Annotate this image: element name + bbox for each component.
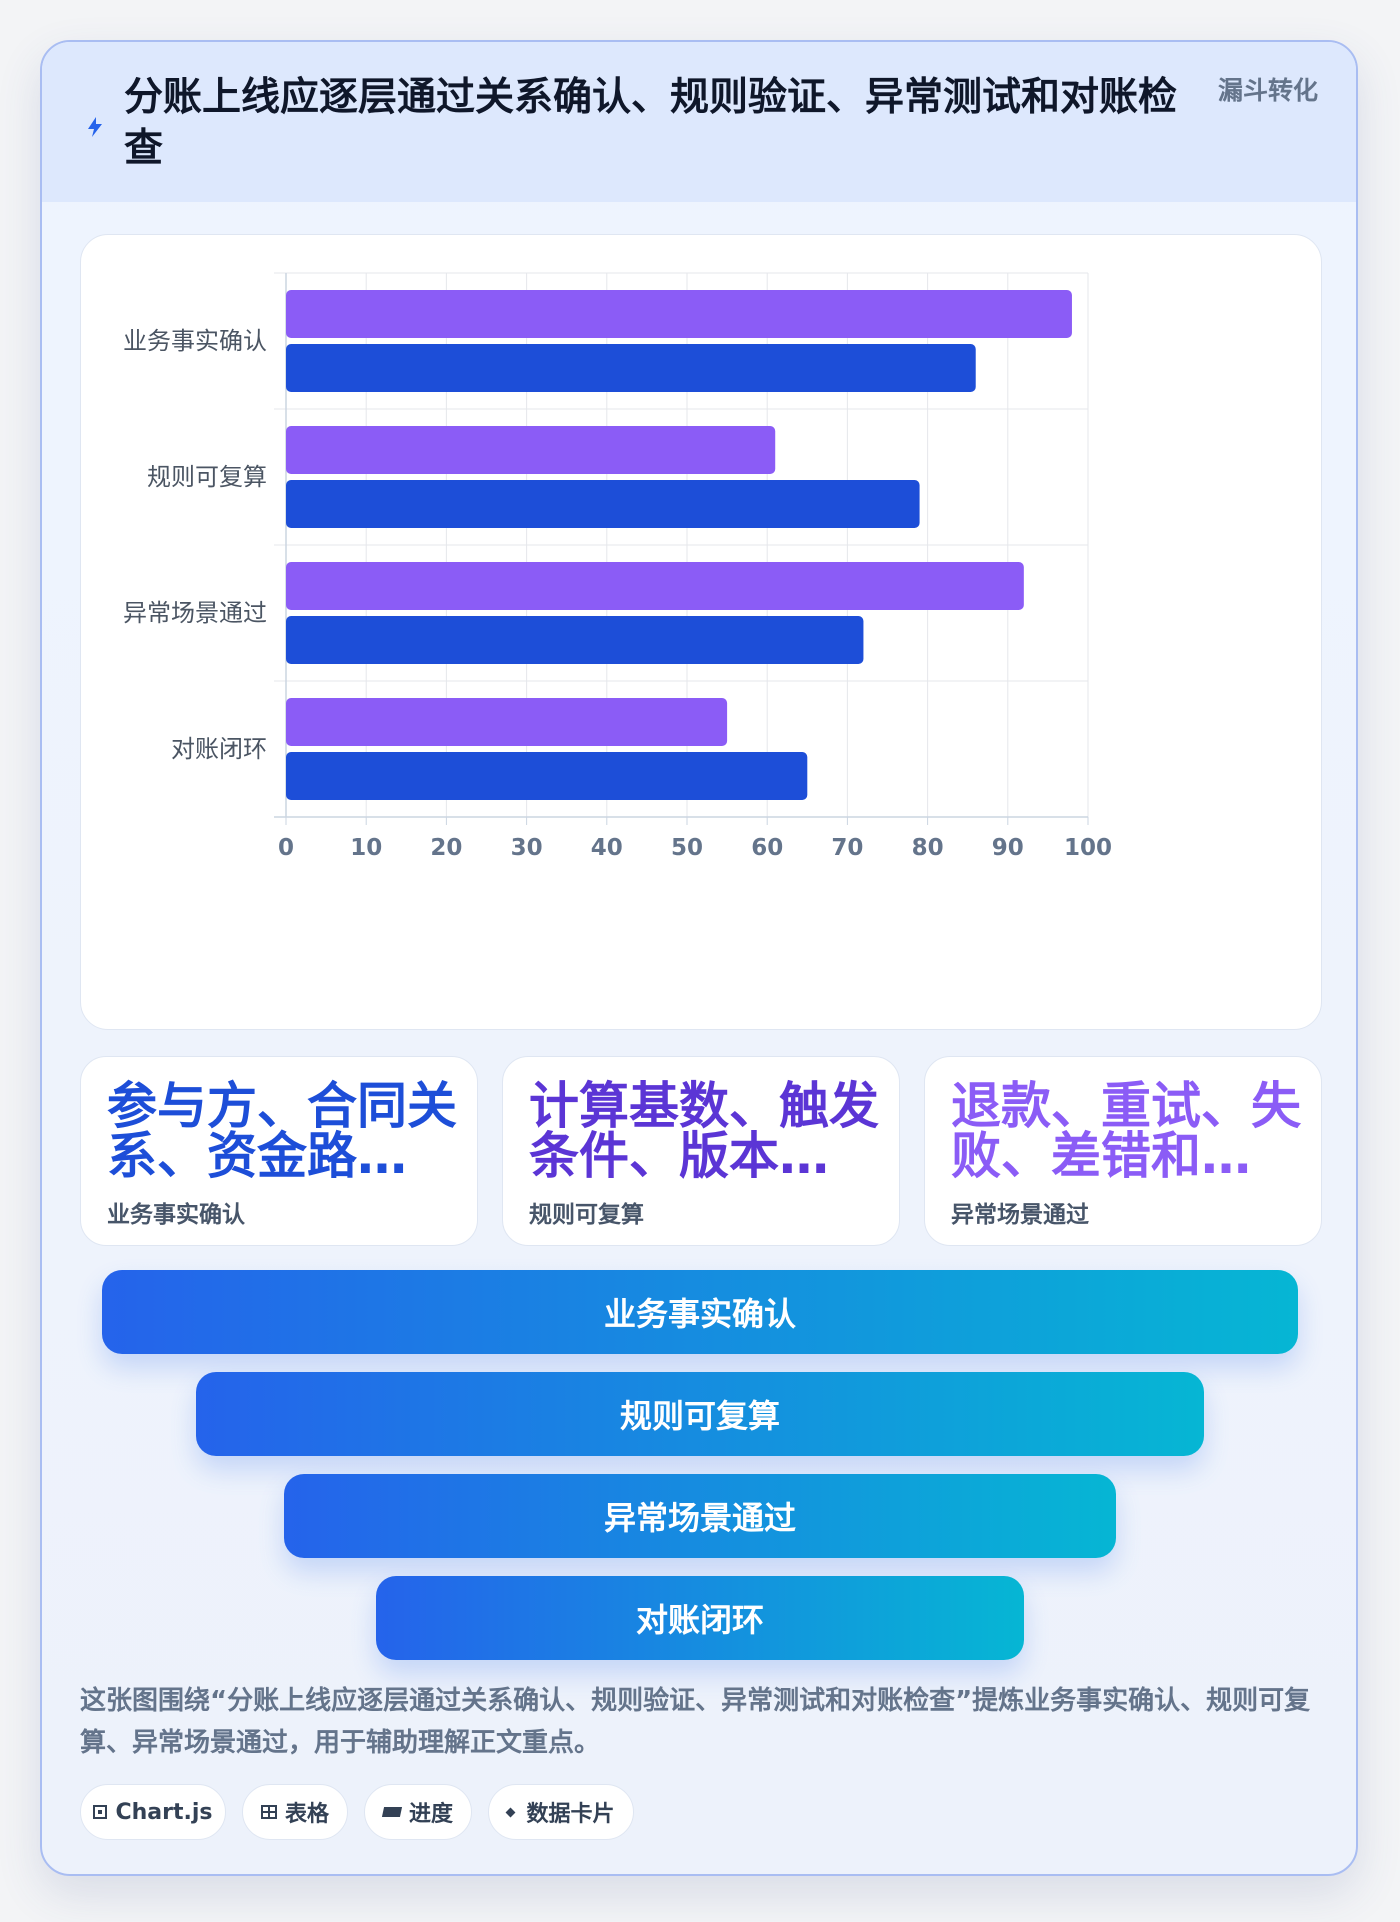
y-tick-label: 业务事实确认 [123,327,267,355]
x-tick-label: 80 [912,835,944,861]
chart-caption: 这张图围绕“分账上线应逐层通过关系确认、规则验证、异常测试和对账检查”提炼业务事… [80,1686,1311,1758]
bar-2-2 [286,480,920,528]
x-tick-label: 20 [430,835,462,861]
card-header: 分账上线应逐层通过关系确认、规则验证、异常测试和对账检查 漏斗转化 [42,42,1356,202]
tag-label: Chart.js [115,1799,213,1825]
bar-1-1 [286,290,1072,338]
stat-value: 计算基数、触发条件、版本… [529,1077,879,1185]
card-icon [506,1807,516,1817]
funnel-step-1: 业务事实确认 [102,1270,1298,1354]
bar-1-2 [286,426,776,474]
x-tick-label: 100 [1064,835,1112,861]
y-tick-label: 对账闭环 [171,735,267,763]
funnel-step-3: 异常场景通过 [284,1474,1116,1558]
table-icon [260,1805,277,1819]
stat-label: 规则可复算 [529,1202,644,1228]
x-tick-label: 10 [350,835,382,861]
stat-card-1: 参与方、合同关系、资金路… 业务事实确认 [80,1056,478,1246]
x-tick-label: 0 [278,835,294,861]
tag-progress[interactable]: 进度 [364,1784,472,1840]
stat-card-2: 计算基数、触发条件、版本… 规则可复算 [502,1056,900,1246]
infographic-card: 分账上线应逐层通过关系确认、规则验证、异常测试和对账检查 漏斗转化 业务事实确认… [40,40,1358,1876]
chart-panel: 业务事实确认规则可复算异常场景通过对账闭环 0 10 20 30 40 50 60 70 80 90… [80,234,1322,1030]
chart-icon [93,1805,108,1819]
bar-2-1 [286,344,976,392]
tag-label: 进度 [408,1802,453,1827]
bar-1-3 [286,562,1024,610]
x-tick-label: 90 [992,835,1024,861]
tag-chartjs[interactable]: Chart.js [80,1784,226,1840]
tag-table[interactable]: 表格 [242,1784,348,1840]
funnel-step-4: 对账闭环 [376,1576,1024,1660]
stat-value: 退款、重试、失败、差错和… [951,1077,1301,1185]
chart-type-badge: 漏斗转化 [1218,76,1319,105]
bar-2-4 [286,752,808,800]
y-tick-label: 规则可复算 [147,463,267,491]
bar-2-3 [286,616,864,664]
x-tick-label: 50 [671,835,703,861]
funnel-step-2: 规则可复算 [196,1372,1204,1456]
tag-label: 表格 [284,1802,329,1827]
tag-data-card[interactable]: 数据卡片 [488,1784,634,1840]
x-tick-label: 70 [831,835,863,861]
stat-value: 参与方、合同关系、资金路… [107,1077,457,1185]
progress-icon [381,1807,403,1817]
x-tick-label: 60 [751,835,783,861]
page-title: 分账上线应逐层通过关系确认、规则验证、异常测试和对账检查 [124,75,1178,171]
stat-label: 业务事实确认 [107,1202,245,1228]
stat-card-3: 退款、重试、失败、差错和… 异常场景通过 [924,1056,1322,1246]
lightning-icon [88,117,102,137]
x-tick-label: 30 [511,835,543,861]
tag-label: 数据卡片 [526,1802,615,1827]
stat-label: 异常场景通过 [951,1202,1089,1228]
x-tick-label: 40 [591,835,623,861]
bar-1-4 [286,698,728,746]
y-tick-label: 异常场景通过 [123,599,267,627]
